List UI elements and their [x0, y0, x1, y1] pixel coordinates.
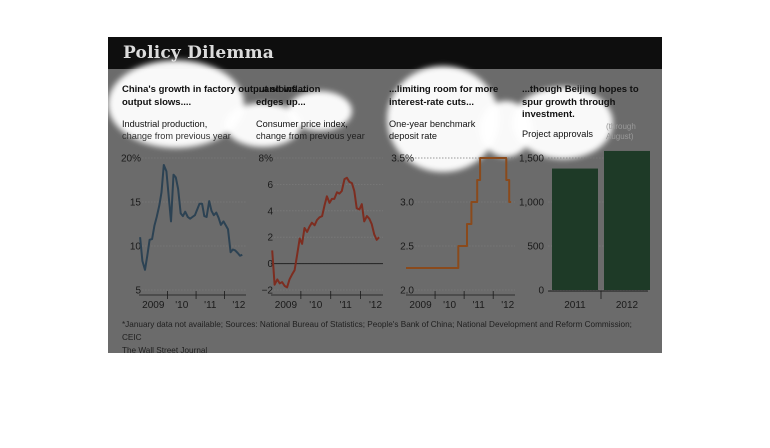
series-line-2: [406, 157, 512, 269]
y-tick-label-3: 1,500: [519, 154, 544, 165]
y-tick-label-3: 1,000: [519, 198, 544, 209]
x-tick-label-1: '12: [369, 300, 382, 311]
highlight-blob: [108, 60, 244, 148]
x-tick-label-1: '11: [340, 300, 353, 311]
panel4-note-2: August): [606, 132, 634, 141]
bar-2012: [604, 150, 650, 290]
y-tick-label-0: 20%: [121, 154, 141, 165]
panel1-subtitle-2: change from previous year: [122, 131, 231, 141]
panel2-subtitle-2: change from previous year: [256, 131, 365, 141]
panel3-subtitle-2: deposit rate: [389, 131, 437, 141]
publisher-text: The Wall Street Journal: [122, 346, 208, 353]
x-tick-label-2: '11: [473, 300, 486, 311]
panel3-heading-2: interest-rate cuts...: [389, 97, 474, 108]
y-tick-label-1: 6: [267, 180, 273, 191]
x-tick-label-2: '12: [501, 300, 514, 311]
source-note: *January data not available; Sources: Na…: [122, 318, 652, 353]
series-line-1: [271, 176, 380, 289]
panel3-heading-1: ...limiting room for more: [389, 84, 498, 95]
y-tick-label-1: 2: [267, 233, 273, 244]
source-text: *January data not available; Sources: Na…: [122, 320, 632, 342]
x-tick-label-3: 2011: [564, 300, 586, 311]
panel4-subtitle: Project approvals: [522, 129, 593, 139]
x-tick-label-2: 2009: [409, 300, 432, 311]
y-tick-label-3: 500: [527, 242, 544, 253]
y-tick-label-1: 8%: [259, 154, 274, 165]
highlight-blob: [513, 87, 613, 159]
panel4-heading-1: ...though Beijing hopes to: [522, 84, 639, 95]
x-tick-label-0: 2009: [142, 300, 165, 311]
y-tick-label-2: 3.0: [400, 198, 414, 209]
x-tick-label-0: '11: [204, 300, 217, 311]
x-tick-label-0: '10: [175, 300, 188, 311]
highlight-blob: [288, 91, 352, 131]
panel1-heading-1: China's growth in factory output slows..…: [122, 84, 307, 95]
x-tick-label-1: '10: [309, 300, 322, 311]
panel4-heading-2: spur growth through: [522, 97, 616, 108]
y-tick-label-1: 0: [267, 259, 273, 270]
charts-svg: China's growth in factory output slows..…: [108, 60, 650, 311]
chart-card: Policy Dilemma China's growth in factory…: [108, 37, 662, 353]
panel1-heading-2: output slows....: [122, 97, 191, 108]
y-tick-label-3: 0: [538, 286, 544, 297]
panel3-subtitle-1: One-year benchmark: [389, 119, 476, 129]
y-tick-label-1: −2: [262, 286, 274, 297]
highlight-blob: [387, 66, 499, 172]
y-tick-label-0: 5: [135, 286, 141, 297]
x-tick-label-2: '10: [443, 300, 456, 311]
y-tick-label-2: 2.5: [400, 242, 414, 253]
panel4-heading-3: investment.: [522, 109, 575, 120]
x-tick-label-3: 2012: [616, 300, 639, 311]
highlight-blob: [225, 103, 301, 147]
panel2-heading-2: edges up...: [256, 97, 306, 108]
panel2-heading-1: ...and inflation: [256, 84, 321, 95]
panel4-note-1: (through: [606, 122, 636, 131]
y-tick-label-0: 10: [130, 242, 142, 253]
series-line-0: [139, 164, 243, 271]
x-tick-label-1: 2009: [275, 300, 298, 311]
y-tick-label-0: 15: [130, 198, 142, 209]
y-tick-label-1: 4: [267, 206, 273, 217]
panel2-subtitle-1: Consumer price index,: [256, 119, 348, 129]
y-tick-label-2: 2.0: [400, 286, 414, 297]
y-tick-label-2: 3.5%: [391, 154, 414, 165]
x-tick-label-0: '12: [232, 300, 245, 311]
panel1-subtitle-1: Industrial production,: [122, 119, 207, 129]
highlight-overlay: [108, 60, 613, 172]
bar-2011: [552, 168, 598, 290]
chart-title: Policy Dilemma: [123, 43, 274, 63]
